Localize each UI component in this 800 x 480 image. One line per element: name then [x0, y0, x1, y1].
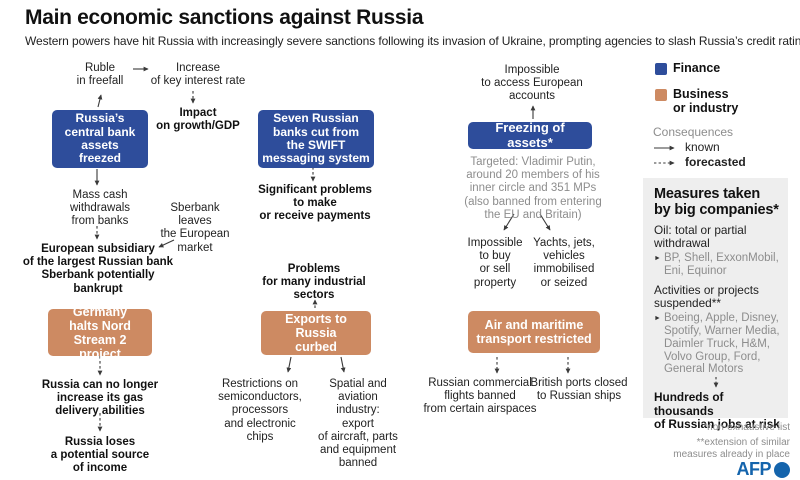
- arrow-exports-to-semiconductors: [286, 356, 292, 373]
- known-arrow-icon: [654, 145, 675, 151]
- box-transport-restricted: Air and maritime transport restricted: [468, 311, 600, 353]
- node-interest-rate: Increase of key interest rate: [150, 62, 246, 88]
- page-title: Main economic sanctions against Russia: [25, 6, 424, 29]
- box-germany-nordstream: Germany halts Nord Stream 2 project: [48, 305, 152, 361]
- node-yachts-seized: Yachts, jets, vehicles immobilised or se…: [533, 237, 595, 289]
- afp-logo-text: AFP: [736, 459, 772, 479]
- footnote-non-exhaustive: *non-exhaustive list: [703, 422, 790, 433]
- page-subtitle: Western powers have hit Russia with incr…: [25, 34, 800, 48]
- node-ruble-freefall: Ruble in freefall: [76, 62, 124, 88]
- box-swift-cut: Seven Russian banks cut from the SWIFT m…: [258, 110, 374, 168]
- node-impact-gdp: Impact on growth/GDP: [156, 107, 240, 133]
- panel-title: Measures taken by big companies*: [654, 186, 779, 218]
- node-property: Impossible to buy or sell property: [467, 237, 523, 289]
- panel-forecast-arrow-icon: [713, 377, 719, 388]
- legend-known-label: known: [685, 140, 720, 154]
- box-central-bank-frozen: Russia’s central bank assets freezed: [52, 110, 148, 168]
- legend-consequences-label: Consequences: [653, 125, 734, 139]
- forecasted-arrow-icon: [654, 160, 675, 166]
- panel-jobs-conclusion: Hundreds of thousands of Russian jobs at…: [654, 390, 780, 431]
- panel-oil-companies: BP, Shell, ExxonMobil, Eni, Equinor: [663, 252, 779, 278]
- legend-forecasted-label: forecasted: [685, 155, 746, 169]
- node-gas-delivery: Russia can no longer increase its gas de…: [41, 379, 159, 418]
- node-payment-problems: Significant problems to make or receive …: [258, 184, 372, 223]
- node-european-accounts: Impossible to access European accounts: [481, 64, 583, 103]
- node-british-ports: British ports closed to Russian ships: [530, 377, 628, 403]
- node-income-loss: Russia loses a potential source of incom…: [50, 436, 150, 475]
- node-targeted-list: Targeted: Vladimir Putin, around 20 memb…: [464, 156, 602, 221]
- finance-swatch-icon: [655, 63, 667, 75]
- panel-oil-companies-row: ► BP, Shell, ExxonMobil, Eni, Equinor: [654, 252, 780, 278]
- node-sberbank-leaves: Sberbank leaves the European market: [160, 202, 230, 254]
- node-european-subsidiary: European subsidiary of the largest Russi…: [22, 243, 174, 295]
- triangle-bullet-icon: ►: [654, 314, 661, 322]
- box-exports-curbed: Exports to Russia curbed: [261, 311, 371, 355]
- box-freezing-assets: Freezing of assets*: [468, 120, 592, 149]
- panel-suspended-companies-row: ► Boeing, Apple, Disney, Spotify, Warner…: [654, 312, 780, 376]
- triangle-bullet-icon: ►: [654, 255, 661, 263]
- afp-logo-circle-icon: [774, 461, 790, 478]
- legend-business-label: Business or industry: [673, 87, 739, 115]
- panel-suspended-companies: Boeing, Apple, Disney, Spotify, Warner M…: [663, 311, 780, 376]
- node-flights-banned: Russian commercial flights banned from c…: [423, 377, 537, 416]
- footnote-extension: **extension of similar measures already …: [673, 437, 790, 460]
- node-semiconductors: Restrictions on semiconductors, processo…: [218, 378, 302, 443]
- panel-oil-heading: Oil: total or partial withdrawal: [654, 223, 747, 251]
- business-swatch-icon: [655, 89, 667, 101]
- node-industrial-problems: Problems for many industrial sectors: [262, 263, 366, 302]
- panel-suspended-heading: Activities or projects suspended**: [654, 283, 759, 310]
- companies-panel: Measures taken by big companies* Oil: to…: [643, 178, 788, 430]
- arrow-centralbank-to-ruble: [97, 94, 103, 108]
- legend-finance-label: Finance: [673, 61, 721, 75]
- afp-logo: AFP: [736, 459, 790, 480]
- arrow-exports-to-aviation: [340, 356, 346, 373]
- node-mass-cash: Mass cash withdrawals from banks: [69, 189, 131, 228]
- node-aviation-exports: Spatial and aviation industry: export of…: [318, 378, 398, 470]
